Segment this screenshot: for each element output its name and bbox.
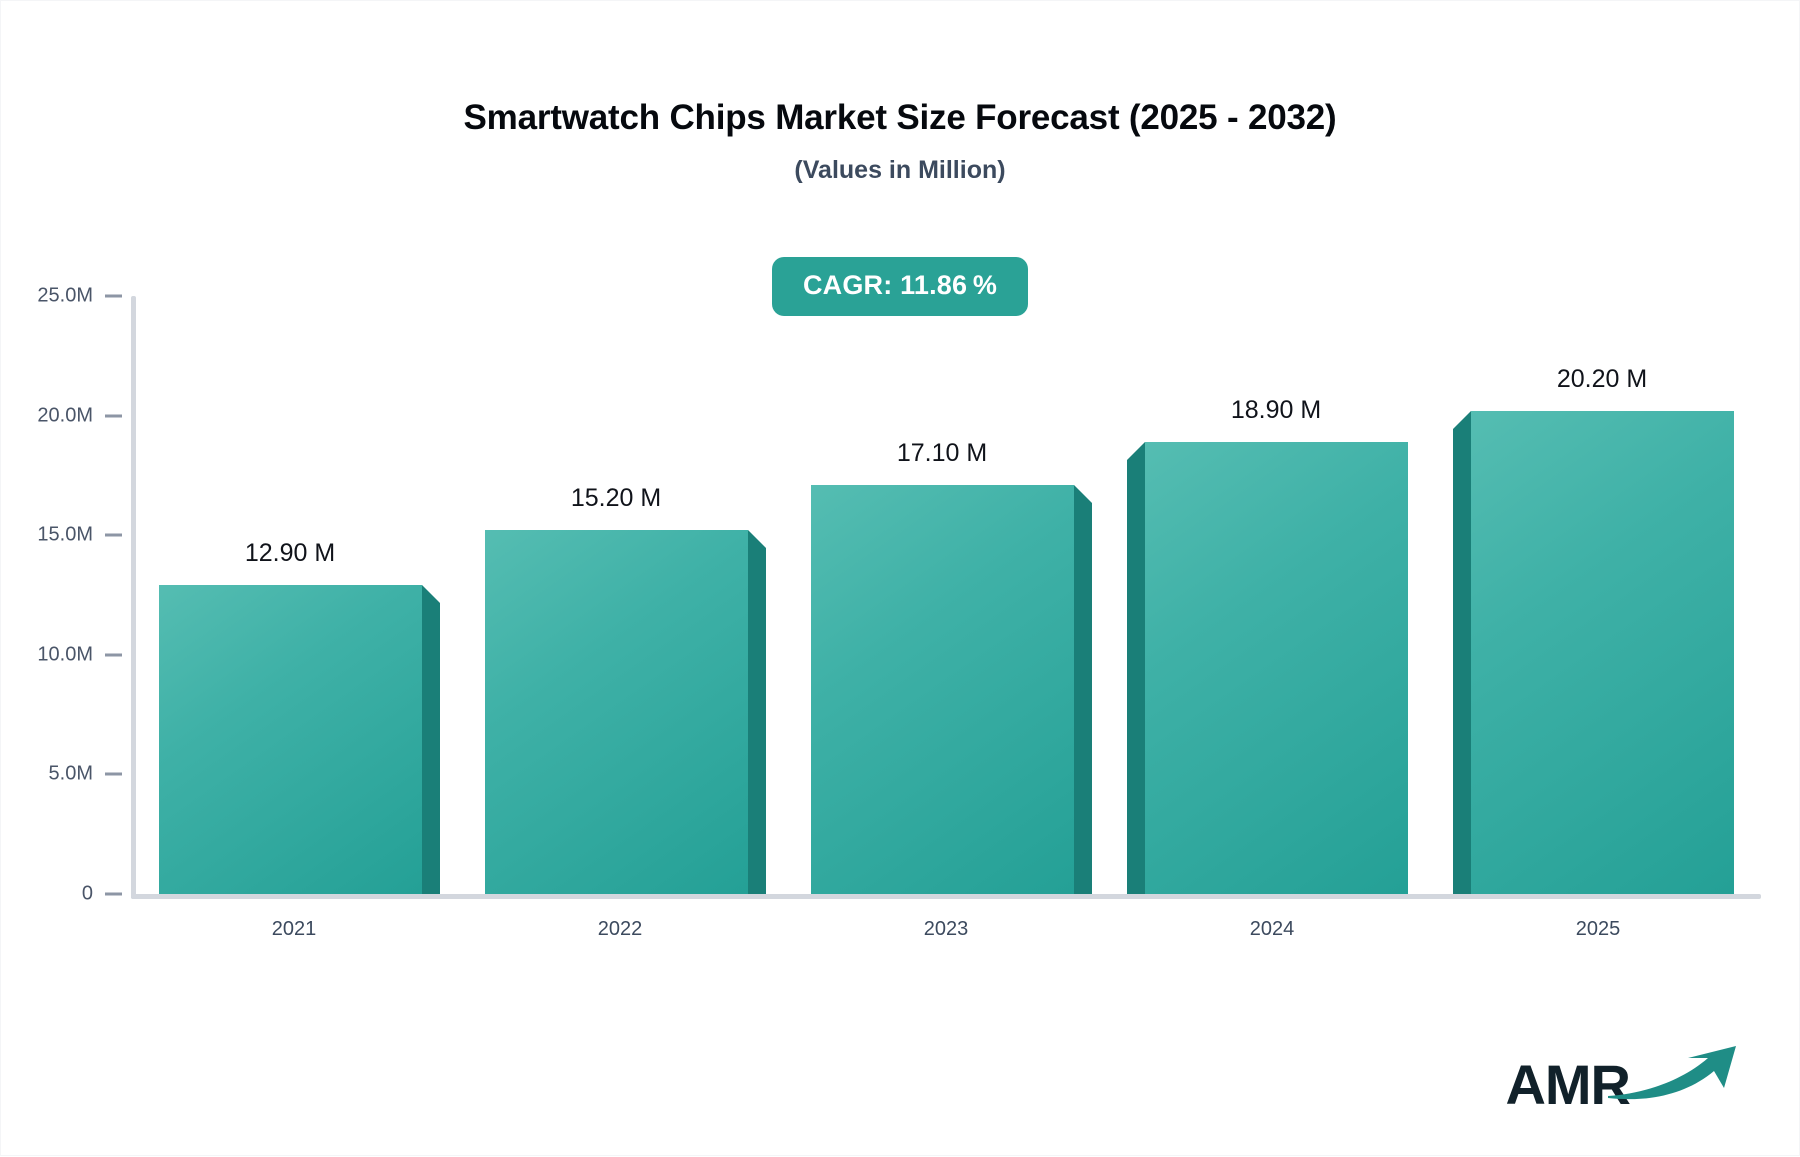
x-axis-tick-label: 2025 xyxy=(1575,918,1621,940)
bar-value-label: 12.90 M xyxy=(244,539,336,568)
y-axis-tick-label: 10.0M xyxy=(37,643,93,666)
bar-front-face xyxy=(1144,441,1408,894)
bar-side-face xyxy=(1073,502,1092,894)
y-axis-tick-label: 5.0M xyxy=(48,762,93,785)
bar-value-label: 15.20 M xyxy=(570,484,662,513)
bar-top-bevel xyxy=(421,585,440,604)
cagr-badge-container: CAGR: 11.86 % xyxy=(1,257,1799,316)
bar-side-face xyxy=(421,603,440,894)
bar-front-face xyxy=(158,585,422,894)
x-axis-tick-label: 2024 xyxy=(1249,918,1295,940)
chart-subtitle: (Values in Million) xyxy=(794,156,1006,184)
bar-front-face xyxy=(810,484,1074,894)
bar-value-label: 17.10 M xyxy=(896,438,988,467)
y-axis-tick-mark xyxy=(105,653,122,657)
y-axis-line xyxy=(131,296,136,899)
y-axis-tick-label: 25.0M xyxy=(37,284,93,307)
x-axis-tick-label: 2022 xyxy=(597,918,643,940)
amr-logo: AMR xyxy=(1505,1043,1754,1113)
bar-value-label: 20.20 M xyxy=(1556,364,1648,393)
bar-value-label: 18.90 M xyxy=(1230,395,1322,424)
bar-front-face xyxy=(1470,410,1734,894)
bar-side-face xyxy=(1126,459,1145,894)
x-axis-tick-label: 2021 xyxy=(271,918,317,940)
y-axis-tick-mark xyxy=(105,294,122,298)
y-axis-tick-mark xyxy=(105,414,122,418)
y-axis-tick-label: 15.0M xyxy=(37,523,93,546)
bar-top-bevel xyxy=(747,530,766,549)
page-title: Smartwatch Chips Market Size Forecast (2… xyxy=(463,98,1337,137)
y-axis-tick-mark xyxy=(105,533,122,537)
bar-side-face xyxy=(747,548,766,894)
bar-top-bevel xyxy=(1126,441,1145,460)
status-badge: CAGR: 11.86 % xyxy=(771,257,1029,316)
chart-header: Smartwatch Chips Market Size Forecast (2… xyxy=(1,97,1799,185)
logo-wordmark: AMR xyxy=(1505,1053,1631,1116)
y-axis-tick-label: 0 xyxy=(81,882,93,905)
bar-top-bevel xyxy=(1073,484,1092,503)
x-axis-tick-label: 2023 xyxy=(923,918,969,940)
bar-front-face xyxy=(484,530,748,894)
x-axis-line xyxy=(131,894,1761,899)
y-axis-tick-mark xyxy=(105,892,122,896)
y-axis-tick-label: 20.0M xyxy=(37,404,93,427)
bar-top-bevel xyxy=(1452,410,1471,429)
y-axis-tick-mark xyxy=(105,772,122,776)
growth-arrow-icon xyxy=(1604,1044,1754,1109)
bar-side-face xyxy=(1452,428,1471,894)
